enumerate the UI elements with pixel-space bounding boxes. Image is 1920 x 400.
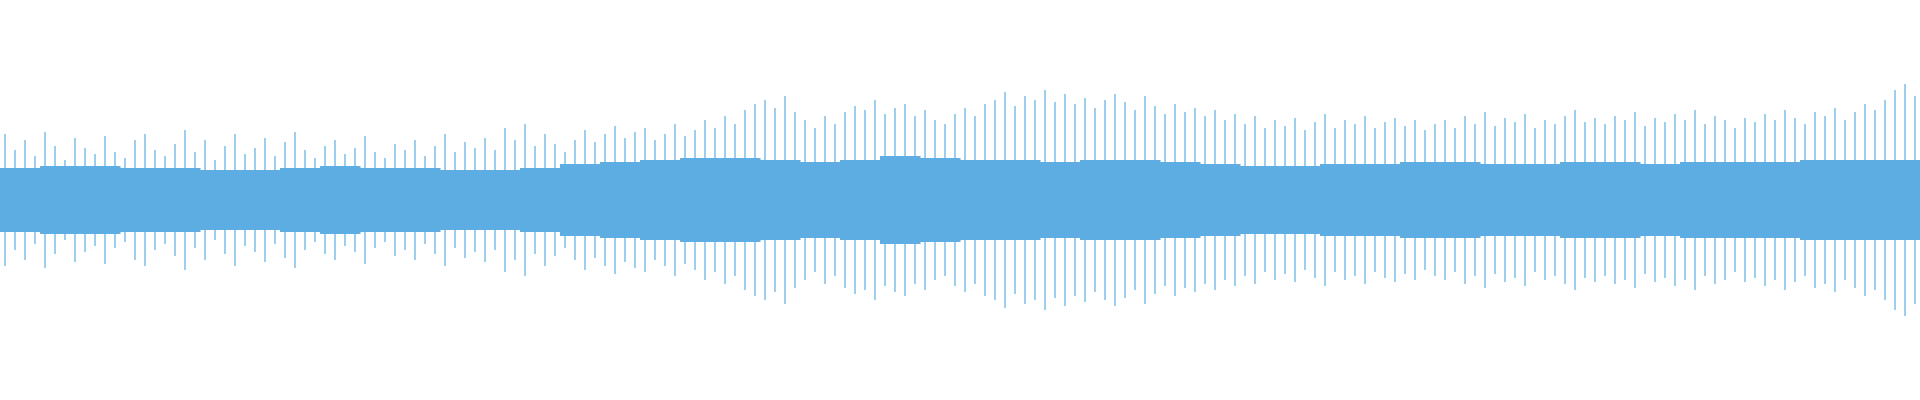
waveform-core — [1000, 160, 1041, 240]
waveform-core — [1040, 162, 1081, 238]
waveform-core — [1280, 166, 1321, 234]
waveform-core — [120, 168, 161, 232]
waveform-core — [1120, 160, 1161, 240]
waveform-core — [880, 156, 921, 244]
waveform-core — [1520, 164, 1561, 236]
waveform-core — [1880, 160, 1920, 240]
waveform-core — [800, 162, 841, 238]
waveform-core — [440, 170, 481, 230]
waveform-core — [1600, 162, 1641, 238]
waveform-core — [720, 158, 761, 242]
waveform-core — [280, 168, 321, 232]
waveform-core — [1080, 160, 1121, 240]
waveform-core — [360, 168, 401, 232]
waveform-core — [480, 170, 521, 230]
waveform-core — [1200, 164, 1241, 236]
waveform-core — [680, 158, 721, 242]
waveform-core — [1720, 162, 1761, 238]
waveform-core — [760, 160, 801, 240]
waveform-core — [1440, 162, 1481, 238]
waveform-core — [1240, 166, 1281, 234]
waveform-core — [1480, 164, 1521, 236]
waveform-core — [1800, 160, 1841, 240]
waveform-core — [240, 170, 281, 230]
waveform-core — [0, 168, 41, 232]
waveform-core — [840, 160, 881, 240]
waveform-core — [1360, 164, 1401, 236]
waveform-core — [320, 166, 361, 234]
waveform-core — [80, 166, 121, 234]
waveform-core — [1320, 164, 1361, 236]
waveform-core — [160, 168, 201, 232]
waveform-core — [960, 160, 1001, 240]
waveform-core — [1680, 162, 1721, 238]
waveform-core — [600, 162, 641, 238]
waveform-core — [1400, 162, 1441, 238]
waveform-core — [200, 170, 241, 230]
waveform-core — [40, 166, 81, 234]
waveform-core — [1160, 162, 1201, 238]
waveform-core — [400, 168, 441, 232]
waveform-core — [520, 168, 561, 232]
waveform-core — [560, 164, 601, 236]
waveform-core — [1640, 164, 1681, 236]
waveform-core — [1840, 160, 1881, 240]
waveform-core — [1560, 162, 1601, 238]
waveform-core — [1760, 162, 1801, 238]
waveform-core — [640, 160, 681, 240]
waveform-core — [920, 158, 961, 242]
